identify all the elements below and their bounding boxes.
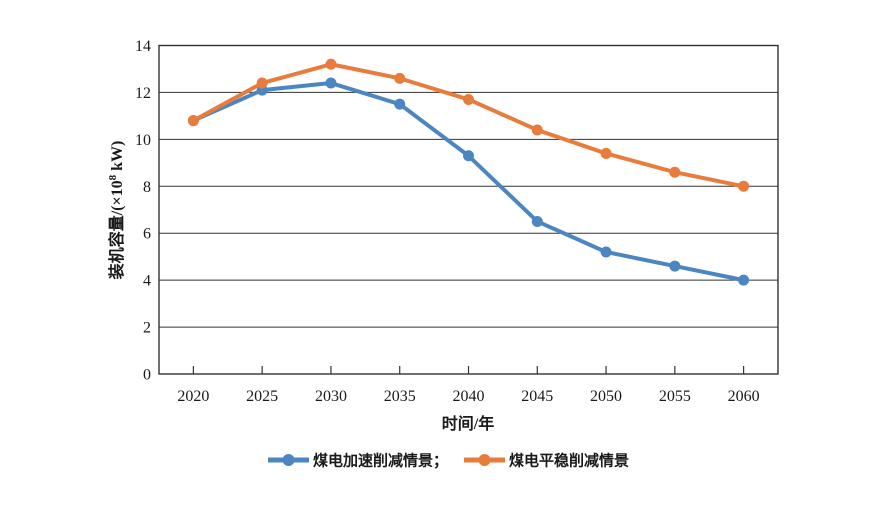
series-line-0: [191, 81, 746, 283]
y-tick-label-10: 10: [135, 132, 151, 149]
x-tick-label-2035: 2035: [384, 388, 416, 405]
data-point-0-2040: [463, 150, 474, 162]
y-tick-label-14: 14: [135, 38, 151, 55]
x-tick-label-2045: 2045: [521, 388, 553, 405]
data-point-1-2030: [325, 58, 337, 70]
legend-label-steady-scenario: 煤电平稳削减情景: [509, 452, 629, 470]
data-point-1-2045: [531, 124, 543, 136]
y-tick-label-0: 0: [143, 367, 151, 384]
series-line-1: [191, 62, 746, 189]
data-point-1-2040: [463, 93, 474, 105]
data-point-1-2055: [669, 166, 681, 178]
y-tick-label-2: 2: [143, 320, 151, 337]
x-axis-title: 时间/年: [442, 414, 494, 433]
y-axis-title: 装机容量/(×108 kW): [107, 141, 126, 281]
data-point-1-2060: [738, 180, 750, 192]
data-point-1-2050: [600, 147, 612, 159]
legend-marker-orange: [478, 454, 491, 466]
data-point-0-2060: [738, 274, 750, 286]
gridlines: [159, 91, 778, 328]
y-tick-label-12: 12: [135, 85, 151, 102]
legend-label-accelerated-scenario: 煤电加速削减情景；: [313, 452, 448, 470]
data-point-1-2025: [256, 77, 268, 89]
x-tick-labels: 2020 2025 2030 2035 2040 2045 2050 2055 2060: [177, 388, 759, 405]
x-axis-ticks: [192, 366, 745, 374]
data-point-0-2055: [669, 260, 681, 272]
y-tick-label-8: 8: [143, 179, 151, 196]
x-tick-label-2040: 2040: [453, 388, 485, 405]
y-tick-label-6: 6: [143, 226, 151, 243]
data-point-1-2035: [394, 72, 406, 84]
data-point-1-2020: [187, 115, 199, 127]
legend-marker-blue: [282, 454, 295, 466]
y-tick-label-4: 4: [143, 273, 151, 290]
y-tick-labels: 0 2 4 6 8 10 12 14: [135, 38, 151, 384]
x-tick-label-2055: 2055: [659, 388, 691, 405]
legend: 煤电加速削减情景； 煤电平稳削减情景: [268, 452, 629, 470]
data-point-0-2035: [394, 98, 406, 110]
x-tick-label-2025: 2025: [246, 388, 278, 405]
data-point-0-2045: [531, 215, 543, 227]
series-plot: [187, 58, 750, 286]
x-tick-label-2030: 2030: [315, 388, 347, 405]
legend-item-accelerated-scenario: 煤电加速削减情景；: [268, 452, 448, 470]
x-tick-label-2050: 2050: [590, 388, 622, 405]
x-tick-label-2060: 2060: [728, 388, 760, 405]
data-point-0-2050: [600, 246, 612, 258]
data-point-0-2030: [325, 77, 337, 89]
x-tick-label-2020: 2020: [177, 388, 209, 405]
legend-item-steady-scenario: 煤电平稳削减情景: [464, 452, 629, 470]
